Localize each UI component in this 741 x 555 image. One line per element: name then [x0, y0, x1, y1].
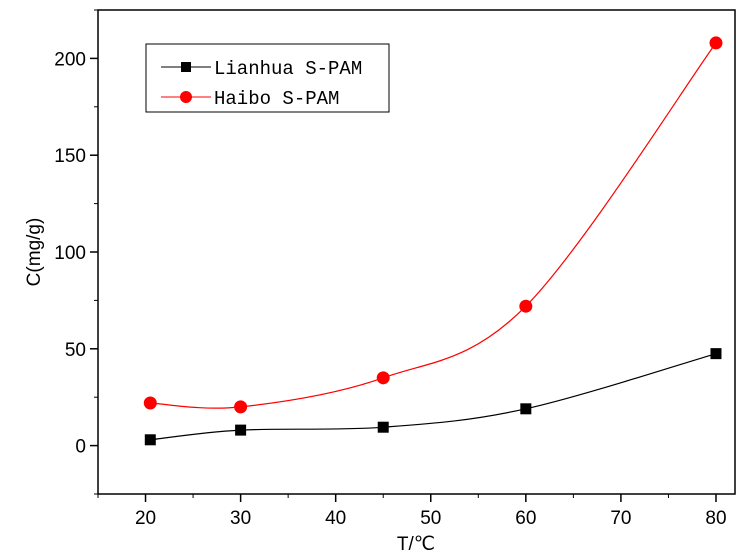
legend-marker-haibo	[180, 91, 192, 103]
axis-ticks	[90, 9, 717, 502]
legend: Lianhua S-PAM Haibo S-PAM	[145, 43, 390, 113]
x-tick-label: 60	[515, 508, 536, 529]
series-haibo	[143, 36, 723, 414]
tick-labels: 20 30 40 50 60 70 80 0 50 100 150 200	[54, 49, 726, 529]
data-point	[235, 424, 247, 436]
data-point	[710, 348, 722, 360]
y-axis-title: C(mg/g)	[24, 218, 45, 287]
data-point	[709, 36, 723, 50]
data-point	[520, 403, 532, 415]
x-tick-label: 30	[230, 508, 251, 529]
x-tick-label: 40	[325, 508, 346, 529]
x-tick-label: 20	[135, 508, 156, 529]
legend-entry-haibo: Haibo S-PAM	[161, 88, 339, 110]
series-layer	[143, 36, 723, 446]
y-tick-label: 200	[54, 49, 86, 70]
data-point	[519, 299, 533, 313]
series-lianhua	[144, 348, 722, 446]
data-point	[377, 421, 389, 433]
x-tick-label: 80	[705, 508, 726, 529]
legend-label-haibo: Haibo S-PAM	[214, 88, 339, 110]
data-point	[143, 396, 157, 410]
series-line	[150, 353, 717, 441]
x-axis-title: T/℃	[397, 534, 435, 555]
data-point	[234, 400, 248, 414]
legend-marker-lianhua	[181, 62, 191, 72]
data-point	[144, 434, 156, 446]
x-tick-label: 50	[420, 508, 441, 529]
y-tick-label: 100	[54, 243, 86, 264]
legend-entry-lianhua: Lianhua S-PAM	[161, 58, 362, 80]
y-tick-label: 50	[65, 340, 86, 361]
y-tick-label: 0	[75, 437, 86, 458]
y-tick-label: 150	[54, 146, 86, 167]
data-point	[376, 371, 390, 385]
legend-label-lianhua: Lianhua S-PAM	[214, 58, 362, 80]
x-tick-label: 70	[610, 508, 631, 529]
